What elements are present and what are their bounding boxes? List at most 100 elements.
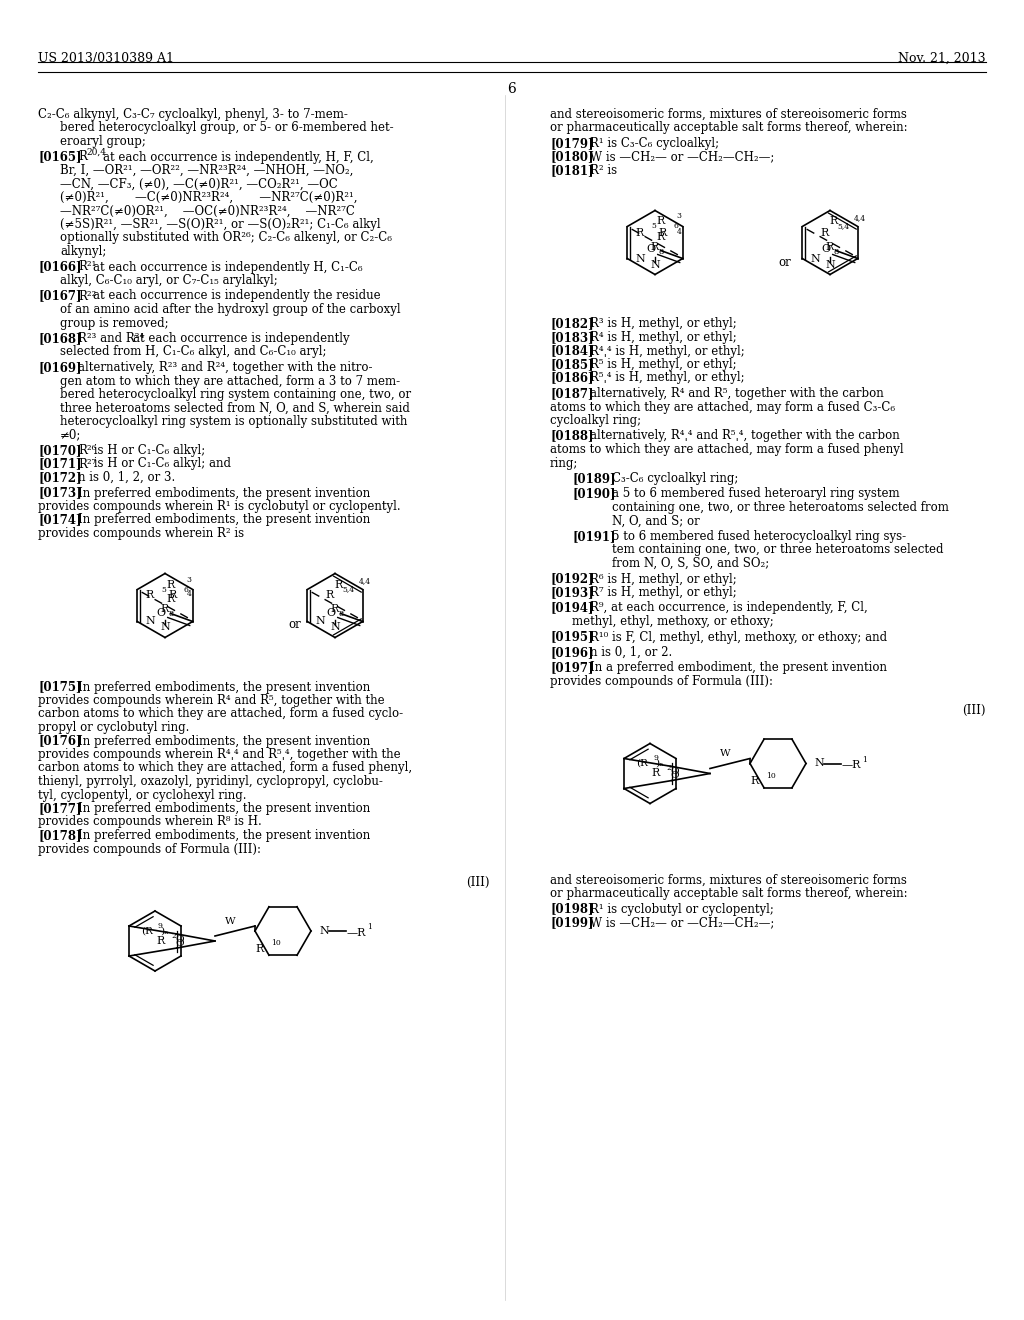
Text: [0179]: [0179] (550, 137, 594, 150)
Text: provides compounds wherein R⁴ˌ⁴ and R⁵ˌ⁴, together with the: provides compounds wherein R⁴ˌ⁴ and R⁵ˌ⁴… (38, 748, 400, 762)
Text: [0188]: [0188] (550, 429, 594, 442)
Text: O: O (671, 767, 679, 776)
Text: N: N (145, 616, 155, 627)
Text: ≠0;: ≠0; (60, 429, 81, 441)
Text: 8: 8 (168, 610, 174, 619)
Text: In preferred embodiments, the present invention: In preferred embodiments, the present in… (78, 513, 371, 527)
Text: [0182]: [0182] (550, 318, 594, 330)
Text: )ₙ: )ₙ (160, 927, 168, 936)
Text: atoms to which they are attached, may form a fused phenyl: atoms to which they are attached, may fo… (550, 444, 903, 455)
Text: In preferred embodiments, the present invention: In preferred embodiments, the present in… (78, 681, 371, 693)
Text: R: R (326, 590, 334, 601)
Text: 4: 4 (186, 590, 191, 598)
Text: [0171]: [0171] (38, 458, 82, 470)
Text: O: O (156, 607, 165, 618)
Text: 9: 9 (653, 755, 657, 763)
Text: ring;: ring; (550, 457, 579, 470)
Text: atoms to which they are attached, may form a fused C₃-C₆: atoms to which they are attached, may fo… (550, 400, 895, 413)
Text: [0169]: [0169] (38, 360, 82, 374)
Text: N: N (319, 927, 329, 936)
Text: alternatively, R⁴ and R⁵, together with the carbon: alternatively, R⁴ and R⁵, together with … (590, 387, 884, 400)
Text: [0195]: [0195] (550, 631, 594, 644)
Text: containing one, two, or three heteroatoms selected from: containing one, two, or three heteroatom… (612, 502, 949, 513)
Text: bered heterocycloalkyl group, or 5- or 6-membered het-: bered heterocycloalkyl group, or 5- or 6… (60, 121, 393, 135)
Text: [0170]: [0170] (38, 444, 82, 457)
Text: n is 0, 1, 2, or 3.: n is 0, 1, 2, or 3. (78, 471, 175, 484)
Text: [0198]: [0198] (550, 903, 594, 916)
Text: R: R (167, 594, 175, 605)
Text: R³ is H, methyl, or ethyl;: R³ is H, methyl, or ethyl; (590, 318, 736, 330)
Text: [0176]: [0176] (38, 734, 82, 747)
Text: R¹ is C₃-C₆ cycloalkyl;: R¹ is C₃-C₆ cycloalkyl; (590, 137, 719, 150)
Text: optionally substituted with OR²⁶; C₂-C₆ alkenyl, or C₂-C₆: optionally substituted with OR²⁶; C₂-C₆ … (60, 231, 392, 244)
Text: 4,4: 4,4 (358, 578, 371, 586)
Text: and stereoisomeric forms, mixtures of stereoisomeric forms: and stereoisomeric forms, mixtures of st… (550, 108, 907, 121)
Text: R⁴ is H, methyl, or ethyl;: R⁴ is H, methyl, or ethyl; (590, 331, 736, 345)
Text: N: N (160, 623, 170, 632)
Text: R: R (656, 216, 665, 227)
Text: R: R (658, 227, 667, 238)
Text: thienyl, pyrrolyl, oxazolyl, pyridinyl, cyclopropyl, cyclobu-: thienyl, pyrrolyl, oxazolyl, pyridinyl, … (38, 775, 383, 788)
Text: R: R (161, 605, 169, 615)
Text: [0174]: [0174] (38, 513, 82, 527)
Text: [0167]: [0167] (38, 289, 82, 302)
Text: [0189]: [0189] (572, 473, 615, 484)
Text: alkynyl;: alkynyl; (60, 246, 106, 257)
Text: provides compounds of Formula (III):: provides compounds of Formula (III): (550, 675, 773, 688)
Text: W: W (224, 917, 236, 927)
Text: R: R (656, 231, 665, 242)
Text: eroaryl group;: eroaryl group; (60, 135, 145, 148)
Text: R⁷ is H, methyl, or ethyl;: R⁷ is H, methyl, or ethyl; (590, 586, 736, 599)
Text: N: N (810, 253, 820, 264)
Text: is H or C₁-C₆ alkyl;: is H or C₁-C₆ alkyl; (90, 444, 205, 457)
Text: a 5 to 6 membered fused heteroaryl ring system: a 5 to 6 membered fused heteroaryl ring … (612, 487, 900, 500)
Text: N: N (330, 623, 340, 632)
Text: R: R (826, 242, 835, 252)
Text: O: O (176, 935, 184, 944)
Text: O: O (327, 607, 335, 618)
Text: W is —CH₂— or —CH₂—CH₂—;: W is —CH₂— or —CH₂—CH₂—; (590, 916, 774, 929)
Text: R: R (651, 242, 659, 252)
Text: R⁶ is H, methyl, or ethyl;: R⁶ is H, methyl, or ethyl; (590, 573, 736, 586)
Text: of an amino acid after the hydroxyl group of the carboxyl: of an amino acid after the hydroxyl grou… (60, 304, 400, 315)
Text: —R: —R (347, 928, 367, 939)
Text: W is —CH₂— or —CH₂—CH₂—;: W is —CH₂— or —CH₂—CH₂—; (590, 150, 774, 164)
Text: R: R (751, 776, 759, 787)
Text: 5,4: 5,4 (342, 586, 354, 594)
Text: or pharmaceutically acceptable salt forms thereof, wherein:: or pharmaceutically acceptable salt form… (550, 121, 907, 135)
Text: 2: 2 (171, 932, 176, 940)
Text: 5: 5 (651, 223, 656, 231)
Text: R: R (167, 579, 175, 590)
Text: R²¹: R²¹ (78, 260, 96, 273)
Text: US 2013/0310389 A1: US 2013/0310389 A1 (38, 51, 174, 65)
Text: (≠0)R²¹,       —C(≠0)NR²³R²⁴,       —NR²⁷C(≠0)R²¹,: (≠0)R²¹, —C(≠0)NR²³R²⁴, —NR²⁷C(≠0)R²¹, (60, 191, 357, 205)
Text: is H or C₁-C₆ alkyl; and: is H or C₁-C₆ alkyl; and (90, 458, 231, 470)
Text: or: or (778, 256, 792, 268)
Text: Nov. 21, 2013: Nov. 21, 2013 (898, 51, 986, 65)
Text: [0185]: [0185] (550, 358, 594, 371)
Text: R²²: R²² (78, 289, 96, 302)
Text: carbon atoms to which they are attached, form a fused phenyl,: carbon atoms to which they are attached,… (38, 762, 412, 775)
Text: [0196]: [0196] (550, 645, 594, 659)
Text: [0172]: [0172] (38, 471, 82, 484)
Text: R: R (157, 936, 165, 946)
Text: bered heterocycloalkyl ring system containing one, two, or: bered heterocycloalkyl ring system conta… (60, 388, 411, 401)
Text: W: W (720, 750, 730, 759)
Text: O: O (176, 939, 184, 948)
Text: [0187]: [0187] (550, 387, 594, 400)
Text: [0194]: [0194] (550, 602, 594, 615)
Text: R: R (78, 150, 87, 164)
Text: In preferred embodiments, the present invention: In preferred embodiments, the present in… (78, 829, 371, 842)
Text: R: R (145, 590, 155, 601)
Text: R: R (636, 227, 644, 238)
Text: 4,4: 4,4 (854, 214, 866, 223)
Text: 4: 4 (677, 227, 682, 235)
Text: In preferred embodiments, the present invention: In preferred embodiments, the present in… (78, 487, 371, 499)
Text: [0177]: [0177] (38, 803, 82, 814)
Text: n is 0, 1, or 2.: n is 0, 1, or 2. (590, 645, 672, 659)
Text: R: R (821, 227, 829, 238)
Text: [0173]: [0173] (38, 487, 82, 499)
Text: from N, O, S, SO, and SO₂;: from N, O, S, SO, and SO₂; (612, 557, 769, 570)
Text: In a preferred embodiment, the present invention: In a preferred embodiment, the present i… (590, 661, 887, 675)
Text: [0181]: [0181] (550, 164, 594, 177)
